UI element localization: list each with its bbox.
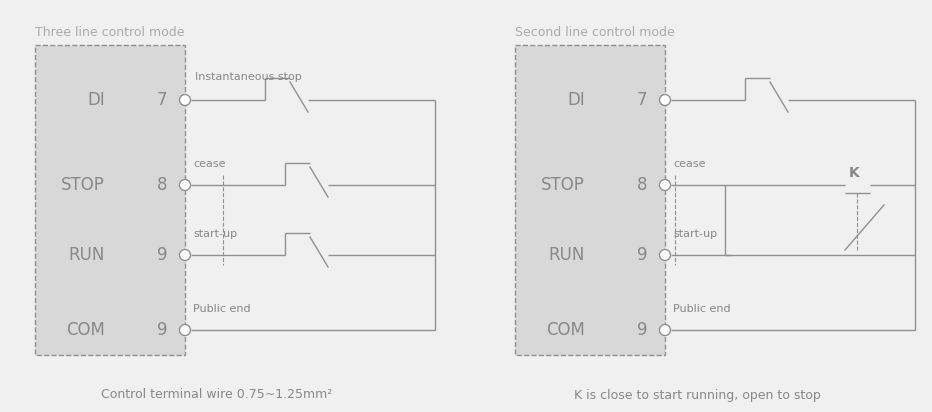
Text: 9: 9 — [157, 246, 167, 264]
Text: Second line control mode: Second line control mode — [515, 26, 675, 38]
Text: DI: DI — [568, 91, 585, 109]
Text: 9: 9 — [637, 321, 647, 339]
Text: RUN: RUN — [549, 246, 585, 264]
Text: Three line control mode: Three line control mode — [35, 26, 185, 38]
Circle shape — [180, 180, 190, 190]
Text: COM: COM — [546, 321, 585, 339]
Text: K: K — [849, 166, 859, 180]
Circle shape — [180, 94, 190, 105]
Text: cease: cease — [673, 159, 706, 169]
Text: cease: cease — [193, 159, 226, 169]
Text: 8: 8 — [157, 176, 167, 194]
Text: start-up: start-up — [673, 229, 717, 239]
Circle shape — [180, 325, 190, 335]
Text: RUN: RUN — [69, 246, 105, 264]
Text: 7: 7 — [637, 91, 647, 109]
Text: STOP: STOP — [62, 176, 105, 194]
Text: Control terminal wire 0.75~1.25mm²: Control terminal wire 0.75~1.25mm² — [102, 389, 333, 402]
Text: 7: 7 — [157, 91, 167, 109]
Text: K is close to start running, open to stop: K is close to start running, open to sto… — [573, 389, 820, 402]
Text: start-up: start-up — [193, 229, 237, 239]
Text: 8: 8 — [637, 176, 647, 194]
Bar — [515, 45, 665, 355]
Circle shape — [660, 250, 670, 260]
Circle shape — [660, 94, 670, 105]
Text: DI: DI — [88, 91, 105, 109]
Text: Instantaneous stop: Instantaneous stop — [195, 72, 302, 82]
Circle shape — [180, 250, 190, 260]
Text: Public end: Public end — [673, 304, 731, 314]
Text: STOP: STOP — [541, 176, 585, 194]
Circle shape — [660, 180, 670, 190]
Text: 9: 9 — [637, 246, 647, 264]
Text: Public end: Public end — [193, 304, 251, 314]
Text: 9: 9 — [157, 321, 167, 339]
Bar — [35, 45, 185, 355]
Text: COM: COM — [66, 321, 105, 339]
Circle shape — [660, 325, 670, 335]
